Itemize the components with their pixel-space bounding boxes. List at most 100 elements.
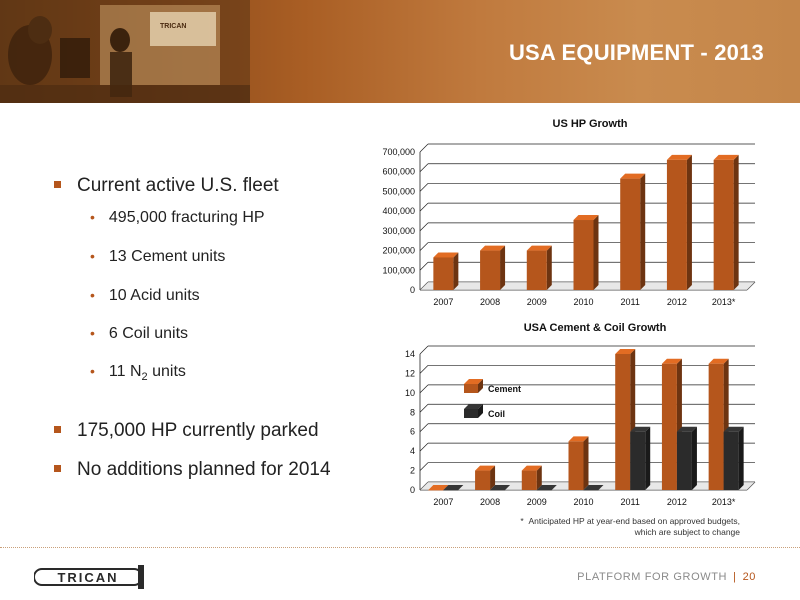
cement-coil-chart: 0 2 4 6 8 10 12 14 2007 2008 2009 2010 2011 2012 2013*… bbox=[405, 345, 756, 507]
bar-top bbox=[723, 426, 744, 432]
bar-front bbox=[661, 363, 677, 490]
bar-side bbox=[490, 465, 496, 490]
header-banner: TRICAN USA EQUIPMENT - 2013 bbox=[0, 0, 800, 103]
y-tick-label: 600,000 bbox=[382, 167, 415, 177]
bar bbox=[443, 485, 464, 491]
bullet-dot-icon: • bbox=[90, 363, 95, 379]
y-tick-label: 200,000 bbox=[382, 246, 415, 256]
gridline-depth bbox=[419, 462, 429, 471]
bar-front bbox=[666, 159, 687, 290]
y-tick-label: 8 bbox=[410, 407, 415, 417]
legend-label: Coil bbox=[488, 409, 505, 419]
bar-side bbox=[738, 426, 744, 490]
y-tick-label: 4 bbox=[410, 446, 415, 456]
note-parked: 175,000 HP currently parked bbox=[54, 420, 319, 442]
x-tick-label: 2013* bbox=[712, 497, 736, 507]
bar bbox=[480, 245, 506, 290]
chart-title-hp: US HP Growth bbox=[552, 118, 628, 130]
legend-swatch bbox=[464, 379, 483, 393]
bar-top bbox=[464, 404, 483, 409]
x-tick-label: 2009 bbox=[527, 297, 547, 307]
bar-front bbox=[723, 431, 739, 490]
fleet-item: • 10 Acid units bbox=[90, 287, 200, 304]
bar-top bbox=[490, 485, 511, 490]
fleet-item: • 6 Coil units bbox=[90, 325, 189, 342]
bar-side bbox=[478, 404, 483, 418]
bar-top bbox=[433, 252, 459, 258]
bar-top bbox=[573, 215, 599, 221]
y-tick-label: 500,000 bbox=[382, 186, 415, 196]
bar-front bbox=[708, 363, 724, 490]
bar-front bbox=[428, 490, 444, 491]
trican-logo: TRICAN bbox=[34, 565, 144, 589]
bar bbox=[573, 215, 599, 290]
gridline-depth bbox=[419, 345, 429, 355]
chart-title-cement-coil: USA Cement & Coil Growth bbox=[523, 322, 667, 334]
bar bbox=[475, 465, 496, 490]
bar bbox=[433, 252, 459, 290]
bar-top bbox=[630, 426, 651, 432]
x-tick-label: 2008 bbox=[480, 297, 500, 307]
bar-front bbox=[713, 159, 734, 290]
bar bbox=[428, 485, 449, 491]
bar bbox=[666, 154, 692, 290]
gridline-depth bbox=[419, 183, 429, 192]
bullet-dot-icon: • bbox=[90, 209, 95, 225]
footer-tagline: PLATFORM FOR GROWTH | 20 bbox=[577, 571, 756, 583]
gridline-depth bbox=[419, 202, 429, 212]
gridline-depth bbox=[419, 384, 429, 394]
bar-top bbox=[615, 349, 636, 354]
bar-side bbox=[686, 154, 692, 290]
bar-front bbox=[573, 220, 594, 290]
bar-side bbox=[733, 154, 739, 290]
bullet-dot-icon: • bbox=[90, 248, 95, 264]
bar-front bbox=[620, 178, 641, 290]
x-tick-label: 2012 bbox=[667, 297, 687, 307]
header-photo: TRICAN bbox=[0, 0, 250, 103]
bar-side bbox=[453, 252, 459, 290]
y-tick-label: 14 bbox=[405, 349, 415, 359]
bar-front bbox=[615, 354, 631, 490]
x-tick-label: 2007 bbox=[433, 497, 453, 507]
bar-top bbox=[708, 358, 729, 364]
bar bbox=[723, 426, 744, 490]
bar-front bbox=[568, 441, 584, 490]
bar bbox=[526, 245, 552, 290]
bar-side bbox=[478, 379, 483, 393]
y-tick-label: 100,000 bbox=[382, 265, 415, 275]
bar-top bbox=[475, 465, 496, 471]
footnote: * Anticipated HP at year-end based on ap… bbox=[520, 516, 740, 537]
x-tick-label: 2013* bbox=[712, 297, 736, 307]
bar-front bbox=[475, 470, 491, 490]
fleet-item: • 13 Cement units bbox=[90, 248, 226, 265]
bar bbox=[568, 436, 589, 490]
bar-side bbox=[546, 245, 552, 290]
y-tick-label: 2 bbox=[410, 466, 415, 476]
note-additions: No additions planned for 2014 bbox=[54, 459, 331, 481]
gridline-depth bbox=[419, 423, 429, 432]
gridline-depth bbox=[419, 442, 429, 452]
bar-front bbox=[443, 490, 459, 491]
bar bbox=[521, 465, 542, 490]
gridline-depth bbox=[419, 262, 429, 271]
bar-top bbox=[568, 436, 589, 442]
y-tick-label: 400,000 bbox=[382, 206, 415, 216]
bar bbox=[620, 173, 646, 290]
bar-side bbox=[583, 436, 589, 490]
bar-front bbox=[583, 490, 599, 491]
x-tick-label: 2007 bbox=[433, 297, 453, 307]
x-tick-label: 2011 bbox=[621, 297, 640, 307]
bar-side bbox=[640, 173, 646, 290]
square-bullet-icon bbox=[54, 465, 61, 472]
bar-top bbox=[464, 379, 483, 384]
bar-front bbox=[521, 470, 537, 490]
fleet-item: • 495,000 fracturing HP bbox=[90, 209, 265, 226]
fleet-heading: Current active U.S. fleet bbox=[54, 175, 279, 197]
bar-top bbox=[428, 485, 449, 490]
bar-top bbox=[536, 485, 557, 490]
bar bbox=[676, 426, 697, 490]
bar-side bbox=[500, 245, 506, 290]
svg-text:TRICAN: TRICAN bbox=[57, 570, 118, 585]
bar bbox=[536, 485, 557, 491]
y-tick-label: 0 bbox=[410, 485, 415, 495]
